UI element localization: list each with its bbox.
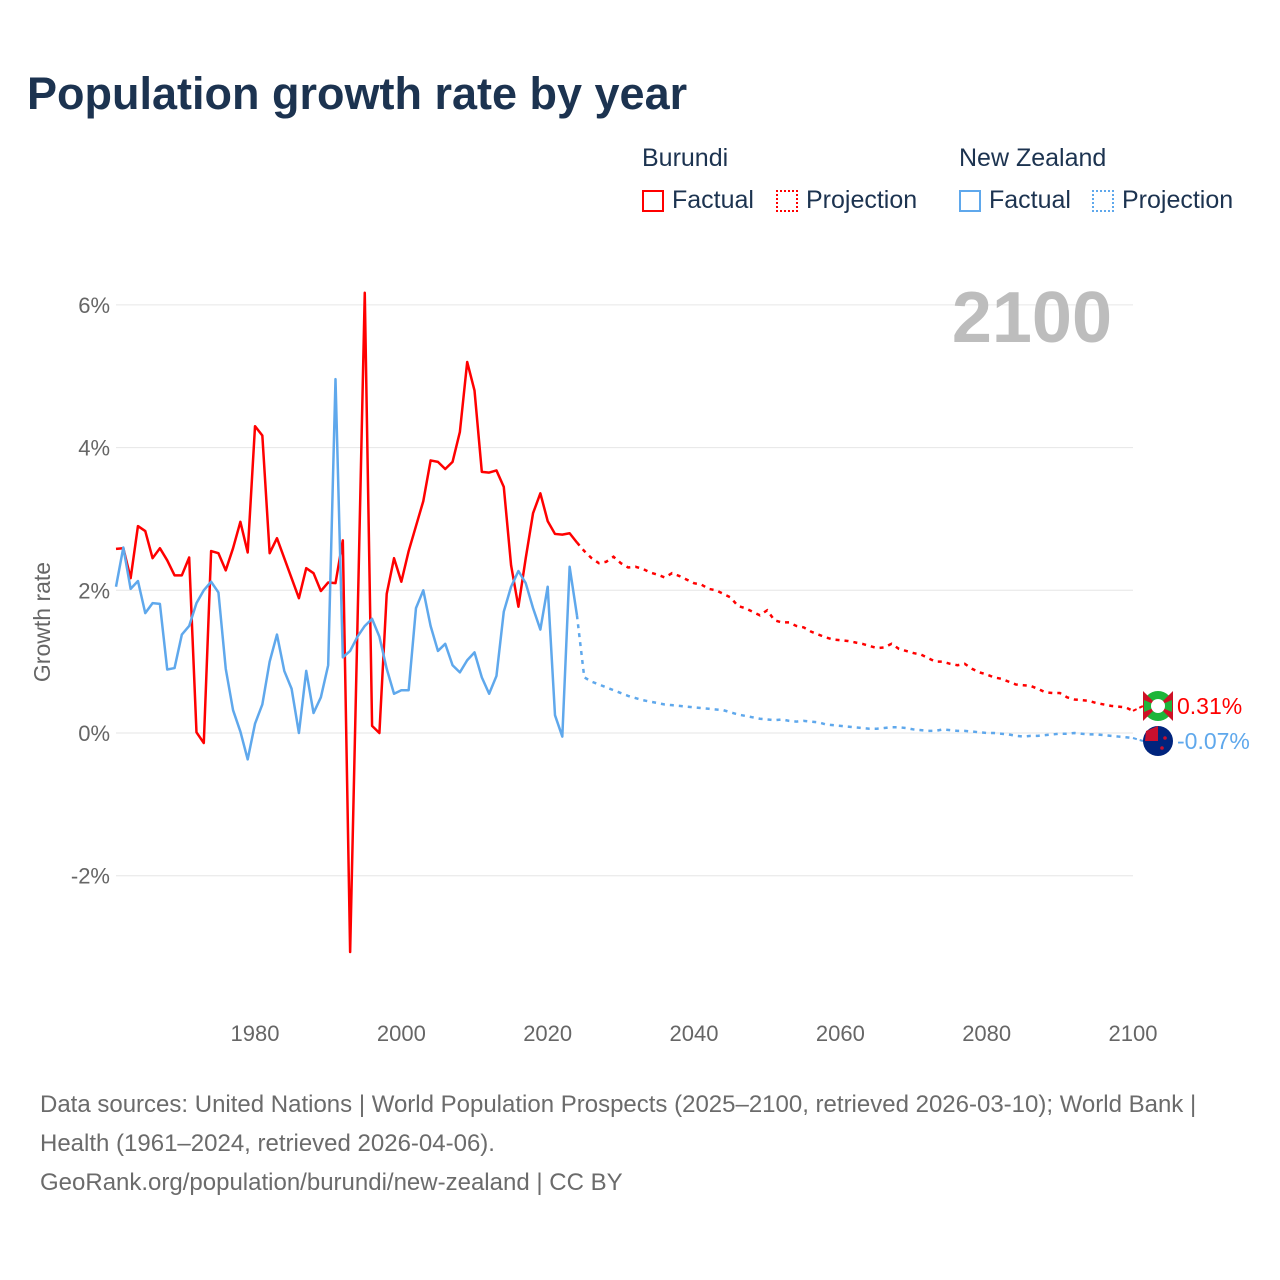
legend-burundi-factual[interactable]: Factual xyxy=(642,186,754,215)
new-zealand-factual-line xyxy=(114,377,579,761)
legend-label: Factual xyxy=(989,186,1071,214)
legend-group-new-zealand: New Zealand xyxy=(959,144,1107,172)
year-label: 2100 xyxy=(952,278,1112,358)
source-link[interactable]: GeoRank.org/population/burundi/new-zeala… xyxy=(40,1169,623,1196)
x-tick-label: 2020 xyxy=(523,1021,572,1046)
legend-swatch-dotted-red xyxy=(776,189,798,212)
burundi-projection-line xyxy=(575,541,1134,713)
burundi-leader-line xyxy=(1132,705,1144,712)
x-tick-label: 2080 xyxy=(962,1021,1011,1046)
y-tick-label: -2% xyxy=(71,864,110,889)
y-tick-label: 0% xyxy=(78,721,110,746)
flag-star xyxy=(1163,736,1167,740)
flag-union-part xyxy=(1145,726,1158,741)
new-zealand-projection-line xyxy=(575,615,1134,740)
burundi-end-value-label: 0.31% xyxy=(1177,693,1242,719)
x-tick-label: 2040 xyxy=(670,1021,719,1046)
burundi-factual-line xyxy=(115,291,578,954)
flag-star xyxy=(1160,746,1164,750)
legend-nz-projection[interactable]: Projection xyxy=(1092,186,1233,215)
legend-swatch-solid-blue xyxy=(959,189,981,212)
x-tick-label: 1980 xyxy=(231,1021,280,1046)
x-tick-label: 2000 xyxy=(377,1021,426,1046)
legend-swatch-solid-red xyxy=(642,189,664,212)
new-zealand-leader-line xyxy=(1132,737,1144,742)
legend-label: Projection xyxy=(806,186,918,214)
legend-nz-factual[interactable]: Factual xyxy=(959,186,1071,215)
y-tick-label: 2% xyxy=(78,578,110,603)
y-tick-label: 6% xyxy=(78,293,110,318)
y-tick-label: 4% xyxy=(78,436,110,461)
new-zealand-end-value-label: -0.07% xyxy=(1177,728,1250,754)
legend-label: Projection xyxy=(1122,186,1234,214)
line-chart: -2%0%2%4%6%1980 2000 2020 2040 2060 2080 2100 … xyxy=(29,278,1250,1046)
x-tick-label: 2100 xyxy=(1109,1021,1158,1046)
y-axis-label: Growth rate xyxy=(29,562,55,682)
legend-burundi-projection[interactable]: Projection xyxy=(776,186,917,215)
legend-group-burundi: Burundi xyxy=(642,144,729,172)
data-sources: Data sources: United Nations | World Pop… xyxy=(40,1091,1197,1157)
legend-swatch-dotted-blue xyxy=(1092,189,1114,212)
page-title: Population growth rate by year xyxy=(27,68,688,119)
x-tick-label: 2060 xyxy=(816,1021,865,1046)
flag-white-disc xyxy=(1151,699,1165,713)
legend-label: Factual xyxy=(672,186,754,214)
